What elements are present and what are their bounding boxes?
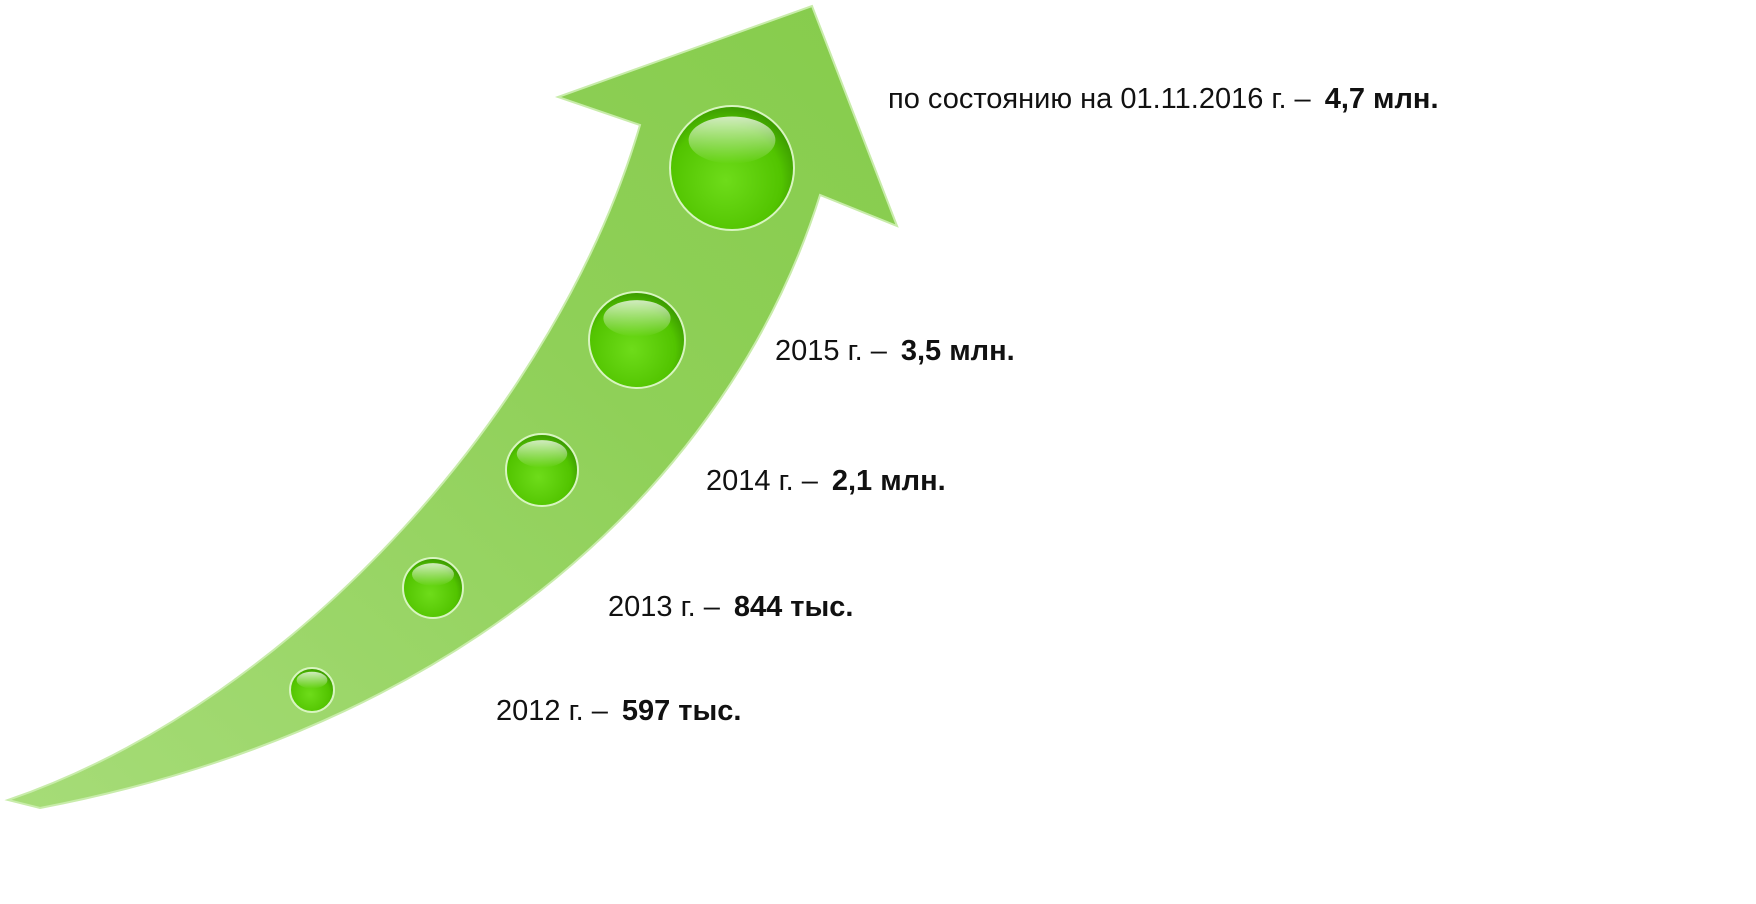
item-period: 2013 г. –: [608, 591, 721, 623]
item-label: 2013 г. – 844 тыс.: [608, 591, 853, 623]
bubble-shine: [689, 117, 776, 164]
bubble-shine: [297, 672, 328, 689]
bubble-shine: [603, 300, 670, 336]
item-value: 2,1 млн.: [832, 465, 946, 497]
item-label: 2014 г. – 2,1 млн.: [706, 465, 946, 497]
item-label: 2012 г. – 597 тыс.: [496, 695, 741, 727]
bubble-shine: [517, 440, 567, 467]
item-value: 4,7 млн.: [1325, 83, 1439, 115]
item-period: 2015 г. –: [775, 335, 888, 367]
bubble-shine: [412, 563, 454, 586]
infographic: по состоянию на 01.11.2016 г. – 4,7 млн. 2…: [0, 0, 1756, 904]
item-value: 844 тыс.: [734, 591, 854, 623]
item-period: 2012 г. –: [496, 695, 609, 727]
item-period: 2014 г. –: [706, 465, 819, 497]
item-period: по состоянию на 01.11.2016 г. –: [888, 83, 1312, 115]
item-value: 3,5 млн.: [901, 335, 1015, 367]
item-label: по состоянию на 01.11.2016 г. – 4,7 млн.: [888, 83, 1439, 115]
item-label: 2015 г. – 3,5 млн.: [775, 335, 1015, 367]
item-value: 597 тыс.: [622, 695, 742, 727]
